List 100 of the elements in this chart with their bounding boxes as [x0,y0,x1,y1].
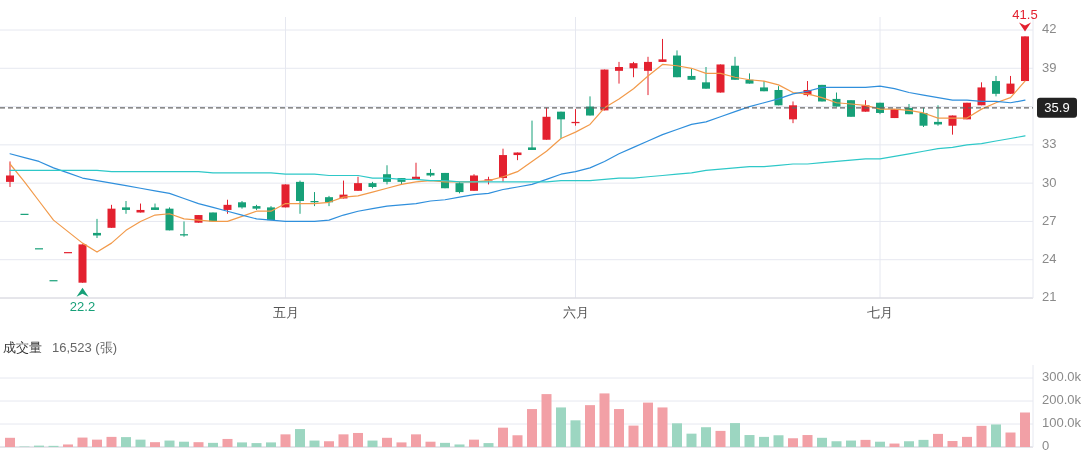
candlestick [151,203,159,211]
candlestick [731,56,739,81]
bar [251,443,262,447]
x-tick-label: 五月 [272,305,299,320]
bar [875,441,885,447]
bar [831,441,842,447]
bar [672,423,682,447]
bar [208,442,218,447]
bar [904,441,914,447]
line-series [9,135,1026,183]
bar [382,437,392,447]
bar [860,439,871,447]
bar [77,437,88,447]
bar [643,402,653,447]
bar [802,435,813,447]
bar [338,434,349,447]
bar [367,440,378,447]
candlestick [615,61,623,85]
bar [962,436,972,447]
bar [179,441,189,447]
ref-line-label: 35.9 [1044,100,1070,116]
bar [425,441,436,447]
bar [280,434,291,447]
bar [106,436,117,447]
bar [92,439,102,447]
bar [498,427,508,447]
bar [715,430,726,447]
annotation: 22.2 [69,298,96,314]
y-tick-label: 24 [1042,251,1057,267]
candlestick [557,111,565,139]
bar [440,442,450,447]
y-tick-label: 33 [1042,136,1057,152]
y-tick-label: 30 [1042,174,1057,190]
bar [541,394,552,447]
line-series [9,85,1026,223]
candlestick [702,66,710,90]
bar [817,437,827,447]
bar [846,440,856,447]
bar [1005,432,1016,447]
bar [730,423,740,447]
candlestick [658,38,667,63]
bar [991,424,1001,447]
candlestick [296,180,304,215]
candlestick [586,95,594,116]
bar [976,425,987,447]
candlestick [760,80,768,92]
bar [63,444,73,447]
y-tick-label: 42 [1042,21,1057,37]
y-tick-label: 300.0k [1042,369,1082,385]
bar [411,434,421,447]
bar [266,442,276,447]
y-tick-label: 27 [1042,212,1057,228]
bar [556,407,566,447]
bar [454,444,465,447]
candlestick [644,56,652,96]
bar [121,437,131,447]
bar [164,440,175,447]
chart-title: 成交量 [3,340,42,355]
bar [744,435,755,447]
bar [150,442,160,447]
bar [324,441,334,447]
bar [628,425,639,447]
y-tick-label: 39 [1042,59,1057,75]
candlestick [107,204,116,229]
bar [353,432,363,447]
bar [396,442,407,447]
bar [614,409,624,447]
bar [788,438,798,447]
bar [933,433,943,447]
annotation: 41.5 [1012,7,1038,23]
bar [599,393,610,447]
bar [5,437,15,447]
bar [527,409,537,447]
chart-subtitle: 16,523 (張) [52,340,118,355]
candlestick [499,148,507,183]
candlestick [919,107,928,128]
candlestick [789,100,797,124]
y-tick-label: 21 [1042,289,1057,305]
y-tick-label: 100.0k [1042,415,1082,431]
bar [483,443,494,447]
bar [918,439,929,447]
y-tick-label: 200.0k [1042,392,1082,408]
candlestick [992,75,1000,97]
candlestick [122,200,130,215]
bar [947,441,958,447]
bar [759,436,769,447]
bar [309,440,320,447]
bar [193,442,204,447]
candlestick [528,120,536,151]
bar [585,405,595,447]
bar [686,433,697,447]
x-tick-label: 七月 [867,305,893,320]
candlestick [542,107,551,141]
bar [701,427,711,447]
bar [469,439,479,447]
bar [773,435,784,447]
x-tick-label: 六月 [562,305,589,320]
candlestick [6,160,14,188]
bar [657,407,668,447]
bar [295,429,305,447]
